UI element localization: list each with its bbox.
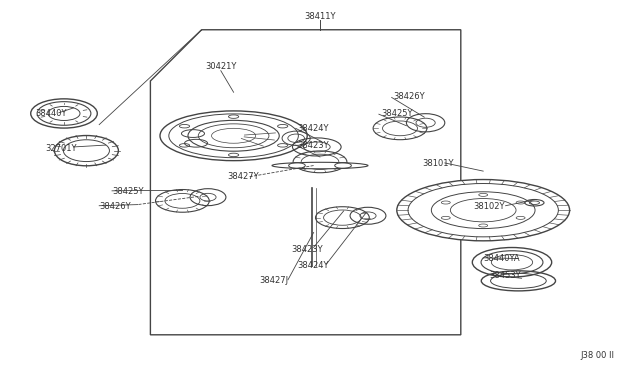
Text: 38101Y: 38101Y <box>422 159 454 168</box>
Text: 38453Y: 38453Y <box>490 271 521 280</box>
Text: 38425Y: 38425Y <box>381 109 412 118</box>
Text: 38425Y: 38425Y <box>112 187 143 196</box>
Text: J38 00 II: J38 00 II <box>580 351 614 360</box>
Ellipse shape <box>397 180 570 241</box>
Text: 38411Y: 38411Y <box>304 12 336 21</box>
Ellipse shape <box>188 121 279 151</box>
Ellipse shape <box>160 111 307 161</box>
Text: 38423Y: 38423Y <box>298 141 329 150</box>
Text: 38440Y: 38440Y <box>35 109 67 118</box>
Text: 38427J: 38427J <box>259 276 289 285</box>
Text: 38427Y: 38427Y <box>227 172 259 181</box>
Text: 38440YA: 38440YA <box>483 254 520 263</box>
Ellipse shape <box>272 162 368 169</box>
Text: 38423Y: 38423Y <box>291 245 323 254</box>
Text: 38426Y: 38426Y <box>99 202 131 211</box>
Text: 32701Y: 32701Y <box>45 144 76 153</box>
Text: 30421Y: 30421Y <box>205 62 237 71</box>
Text: 38102Y: 38102Y <box>474 202 505 211</box>
Text: 38426Y: 38426Y <box>394 92 425 101</box>
Text: 38424Y: 38424Y <box>298 262 329 270</box>
Text: 38424Y: 38424Y <box>298 124 329 133</box>
